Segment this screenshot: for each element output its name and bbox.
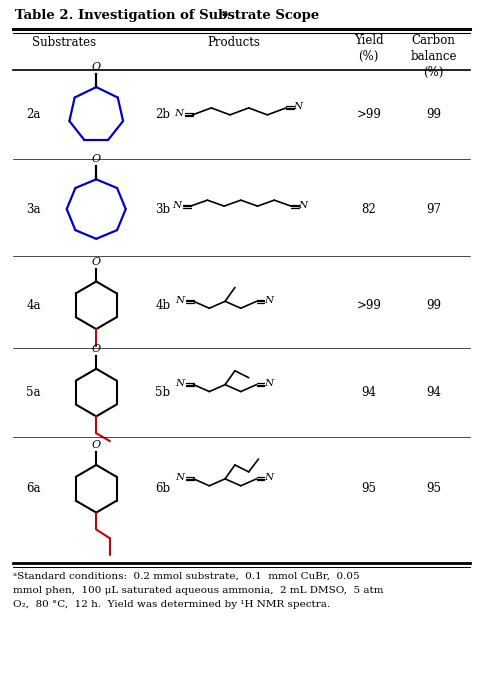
Text: mmol phen,  100 μL saturated aqueous ammonia,  2 mL DMSO,  5 atm: mmol phen, 100 μL saturated aqueous ammo…	[13, 586, 382, 595]
Text: Table 2. Investigation of Substrate Scope: Table 2. Investigation of Substrate Scop…	[15, 9, 318, 22]
Text: 99: 99	[425, 299, 440, 312]
Text: N: N	[263, 296, 272, 305]
Text: 4a: 4a	[26, 299, 41, 312]
Text: O: O	[91, 344, 101, 354]
Text: a: a	[222, 9, 228, 18]
Text: N: N	[172, 200, 181, 210]
Text: 95: 95	[361, 482, 376, 495]
Text: 99: 99	[425, 109, 440, 122]
Text: N: N	[298, 200, 307, 210]
Text: Substrates: Substrates	[31, 35, 96, 48]
Text: 6a: 6a	[26, 482, 41, 495]
Text: O: O	[91, 440, 101, 450]
Text: 3a: 3a	[26, 202, 41, 215]
Text: Products: Products	[207, 35, 260, 48]
Text: N: N	[263, 473, 272, 482]
Text: O₂,  80 °C,  12 h.  Yield was determined by ¹H NMR spectra.: O₂, 80 °C, 12 h. Yield was determined by…	[13, 600, 329, 609]
Text: N: N	[263, 379, 272, 388]
Text: 94: 94	[425, 386, 440, 399]
Text: O: O	[91, 257, 101, 267]
Text: >99: >99	[356, 109, 380, 122]
Text: 5a: 5a	[26, 386, 41, 399]
Text: 94: 94	[361, 386, 376, 399]
Text: N: N	[175, 296, 184, 305]
Text: N: N	[175, 473, 184, 482]
Text: 5b: 5b	[155, 386, 170, 399]
Text: 82: 82	[361, 202, 375, 215]
Text: 2b: 2b	[155, 109, 170, 122]
Text: O: O	[91, 62, 101, 72]
Text: O: O	[91, 154, 101, 164]
Text: Yield
(%): Yield (%)	[353, 33, 383, 62]
Text: >99: >99	[356, 299, 380, 312]
Text: 95: 95	[425, 482, 440, 495]
Text: N: N	[175, 379, 184, 388]
Text: 4b: 4b	[155, 299, 170, 312]
Text: 6b: 6b	[155, 482, 170, 495]
Text: 2a: 2a	[26, 109, 41, 122]
Text: ᵃStandard conditions:  0.2 mmol substrate,  0.1  mmol CuBr,  0.05: ᵃStandard conditions: 0.2 mmol substrate…	[13, 572, 359, 581]
Text: N: N	[293, 103, 302, 111]
Text: 3b: 3b	[155, 202, 170, 215]
Text: Carbon
balance
(%): Carbon balance (%)	[409, 33, 456, 79]
Text: N: N	[174, 109, 183, 118]
Text: 97: 97	[425, 202, 440, 215]
